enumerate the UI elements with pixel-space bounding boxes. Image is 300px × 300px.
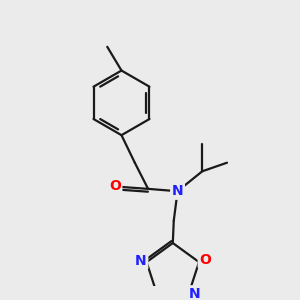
Text: N: N bbox=[172, 184, 183, 198]
Text: N: N bbox=[135, 254, 147, 268]
Text: O: O bbox=[199, 253, 211, 267]
Text: O: O bbox=[109, 179, 121, 194]
Text: N: N bbox=[189, 287, 200, 300]
